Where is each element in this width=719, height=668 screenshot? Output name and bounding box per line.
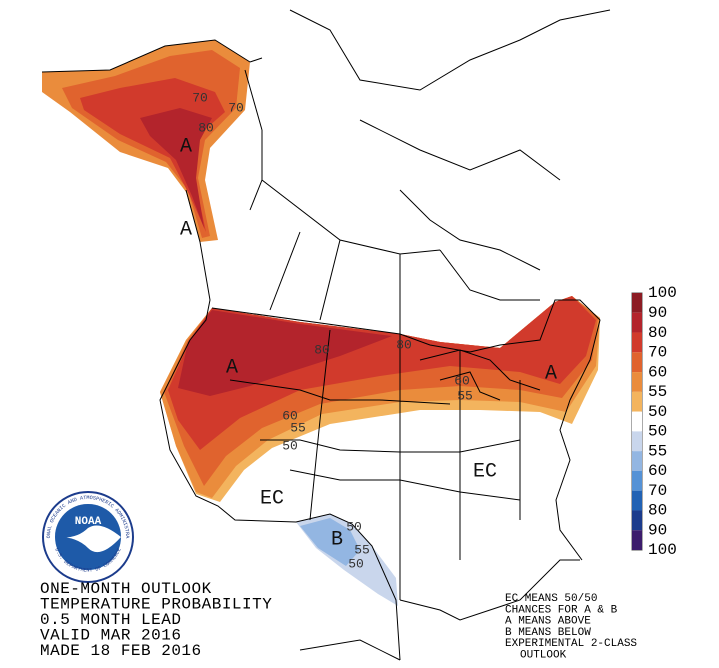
map-label: A (545, 362, 557, 385)
logo-name: NOAA (75, 516, 102, 528)
map-label: A (226, 356, 238, 379)
title-line: MADE 18 FEB 2016 (40, 642, 202, 660)
colorbar-segment (632, 372, 642, 392)
map-label: 50 (282, 438, 298, 453)
map-label: B (331, 528, 343, 551)
title-line: TEMPERATURE PROBABILITY (40, 596, 272, 614)
legend-label: 80 (648, 502, 667, 520)
map-label: 70 (228, 100, 244, 115)
legend-label: 50 (648, 423, 667, 441)
legend-label: 100 (648, 284, 677, 302)
colorbar-segment (632, 530, 642, 550)
legend-label: 70 (648, 482, 667, 500)
legend-label: 70 (648, 344, 667, 362)
note-line: EXPERIMENTAL 2-CLASS (505, 638, 637, 650)
colorbar-segment (632, 431, 642, 452)
colorbar-segment (632, 510, 642, 531)
map-label: A (180, 135, 192, 158)
map-label: EC (473, 460, 497, 483)
colorbar-segment (632, 490, 642, 511)
colorbar-segment (632, 352, 642, 373)
note-line: A MEANS ABOVE (505, 616, 591, 628)
texas-below-area (296, 514, 398, 606)
note-line: OUTLOOK (520, 650, 567, 662)
title-line: ONE-MONTH OUTLOOK (40, 580, 212, 598)
title-line: VALID MAR 2016 (40, 627, 181, 645)
title-line: 0.5 MONTH LEAD (40, 611, 181, 629)
map-label: 55 (354, 542, 370, 557)
boundaries (41, 9, 611, 661)
colorbar-segment (632, 470, 642, 491)
legend-label: 90 (648, 304, 667, 322)
note-line: CHANCES FOR A & B (505, 604, 618, 616)
colorbar-segment (632, 293, 642, 313)
legend-label: 90 (648, 521, 667, 539)
map-label: 80 (198, 120, 214, 135)
legend-label: 55 (648, 442, 667, 460)
map-label: 55 (457, 388, 473, 403)
map-label: EC (260, 487, 284, 510)
legend-label: 60 (648, 363, 667, 381)
map-label: A (180, 218, 192, 241)
colorbar-segment (632, 411, 642, 432)
map-label: 50 (348, 556, 364, 571)
map-label: 50 (346, 519, 362, 534)
map-label: 80 (314, 342, 330, 357)
colorbar-segment (632, 312, 642, 333)
colorbar-segment (632, 332, 642, 353)
legend-label: 55 (648, 383, 667, 401)
note-line: B MEANS BELOW (505, 627, 591, 639)
map-label: 60 (282, 408, 298, 423)
legend-label: 60 (648, 462, 667, 480)
colorbar-segment (632, 391, 642, 412)
note-line: EC MEANS 50/50 (505, 593, 597, 605)
legend-label: 50 (648, 403, 667, 421)
alaska-above-area (42, 40, 250, 242)
colorbar-segment (632, 451, 642, 471)
legend-label: 80 (648, 324, 667, 342)
map-label: 70 (192, 90, 208, 105)
legend-label: 100 (648, 541, 677, 559)
map-label: 60 (454, 373, 470, 388)
map-label: 80 (396, 337, 412, 352)
map-label: 55 (290, 420, 306, 435)
